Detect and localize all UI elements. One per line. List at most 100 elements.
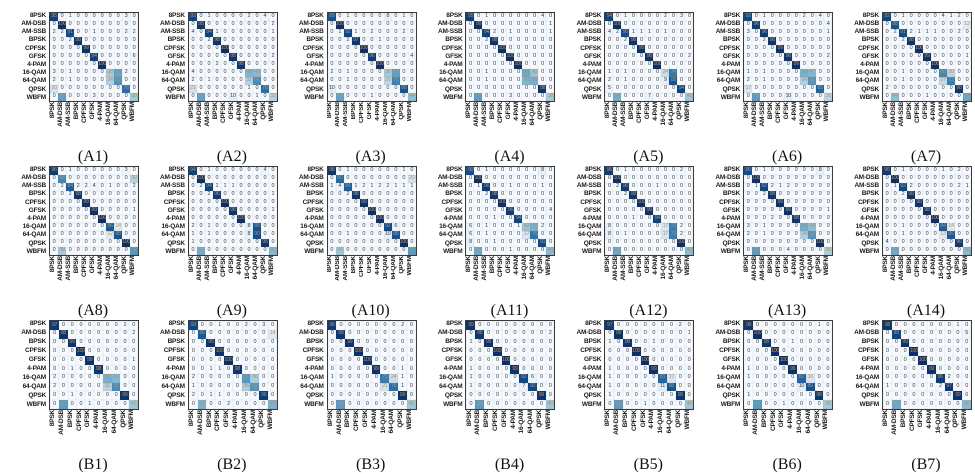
matrix-cell: 0 — [375, 175, 384, 183]
confusion-matrix-b4: 8PSK AM-DSB BPSK CPFSK GFSK 4-PAM 16-QAM 64-QAM… — [419, 320, 556, 474]
matrix-cell: 60 — [752, 93, 761, 101]
matrix-cell: 0 — [752, 37, 761, 45]
matrix-cell: 0 — [514, 77, 523, 85]
matrix-cell: 0 — [677, 175, 686, 183]
x-axis-labels: 8PSK AM-DSB BPSK CPFSK GFSK 4-PAM 16-QAM 64-QAM… — [604, 410, 692, 456]
matrix-cell: 0 — [232, 400, 242, 409]
matrix-cell: 0 — [914, 231, 923, 239]
x-tick-label: WBFM — [684, 102, 692, 122]
matrix-cell: 0 — [354, 321, 363, 330]
matrix-cell: 0 — [954, 21, 963, 29]
matrix-cell: 0 — [111, 321, 121, 330]
matrix-cell: 0 — [946, 167, 955, 175]
matrix-cell: 0 — [546, 215, 555, 223]
matrix-cell: 0 — [327, 365, 337, 374]
y-tick-label: CPFSK — [302, 347, 324, 355]
matrix-cell: 0 — [640, 338, 650, 348]
matrix-cell: 0 — [631, 400, 641, 409]
matrix-cell: 0 — [629, 69, 638, 77]
matrix-cell: 0 — [268, 45, 277, 53]
matrix-cell: 0 — [58, 356, 68, 365]
matrix-cell: 99 — [206, 338, 216, 348]
matrix-cell: 98 — [629, 191, 638, 199]
x-tick-label: AM-DSB — [195, 102, 203, 127]
matrix-cell: 0 — [114, 29, 122, 37]
matrix-cell: 0 — [685, 21, 694, 29]
matrix-cell: 1 — [914, 29, 923, 37]
matrix-cell: 13 — [938, 231, 947, 239]
y-tick-label: CPFSK — [857, 198, 879, 206]
matrix-cell: 60 — [336, 400, 346, 409]
y-tick-label: 8PSK — [723, 165, 741, 173]
matrix-cell: 0 — [944, 347, 954, 357]
matrix-cell: 0 — [250, 321, 260, 330]
matrix-cell: 0 — [501, 347, 511, 357]
matrix-cell: 3 — [677, 13, 686, 21]
y-tick-label: AM-SSB — [576, 28, 602, 36]
x-tick-label: AM-DSB — [612, 102, 620, 127]
matrix-cell: 0 — [792, 247, 801, 255]
matrix-cell: 0 — [66, 247, 74, 255]
x-tick-label: 4-PAM — [513, 102, 521, 121]
matrix-cell: 1 — [482, 13, 491, 21]
y-tick-label: 8PSK — [29, 165, 46, 173]
matrix-cell: 0 — [546, 175, 555, 183]
matrix-cell: 0 — [111, 400, 121, 409]
matrix-cell: 0 — [514, 183, 523, 191]
matrix-plot: 8PSK AM-DSB AM-SSB BPSK CPFSK GFSK 4-PAM 16-QAM… — [558, 12, 695, 102]
matrix-cell: 0 — [345, 382, 355, 392]
matrix-cell: 0 — [466, 85, 475, 93]
matrix-cell: 0 — [362, 373, 372, 383]
matrix-cell: 0 — [776, 53, 785, 61]
matrix-cell: 0 — [744, 338, 753, 348]
matrix-cell: 0 — [236, 247, 245, 255]
matrix-cell: 91 — [66, 29, 74, 37]
matrix-cell: 1 — [351, 183, 360, 191]
matrix-cell: 0 — [129, 391, 138, 401]
matrix-cell: 0 — [482, 53, 491, 61]
matrix-cell: 0 — [367, 231, 376, 239]
matrix-cell: 0 — [605, 356, 615, 365]
matrix-cell: 2 — [675, 321, 685, 330]
matrix-cell: 1 — [760, 167, 769, 175]
matrix-cell: 0 — [371, 382, 381, 392]
matrix-cell: 2 — [50, 373, 59, 383]
matrix-cell: 0 — [391, 191, 400, 199]
matrix-cell: 94 — [188, 167, 197, 175]
matrix-cell: 0 — [914, 239, 923, 247]
matrix-cell: 0 — [244, 247, 253, 255]
matrix-cell: 0 — [406, 356, 416, 365]
matrix-cell: 0 — [814, 400, 824, 409]
matrix-cell: 1 — [605, 382, 615, 392]
matrix-cell: 61 — [241, 373, 251, 383]
matrix-cell: 0 — [528, 391, 537, 401]
matrix-cell: 0 — [640, 391, 650, 401]
matrix-cell: 0 — [252, 215, 261, 223]
matrix-cell: 0 — [359, 61, 368, 69]
matrix-cell: 0 — [677, 69, 686, 77]
matrix-cell: 0 — [653, 93, 662, 101]
matrix-cell: 8 — [605, 223, 614, 231]
matrix-cell: 0 — [900, 347, 910, 357]
matrix-cell: 0 — [510, 373, 520, 383]
matrix-cell: 0 — [66, 239, 74, 247]
matrix-cell: 0 — [114, 167, 122, 175]
matrix-cell: 0 — [197, 347, 207, 357]
matrix-cell: 0 — [58, 53, 66, 61]
matrix-cell: 4 — [407, 53, 416, 61]
matrix-cell: 0 — [538, 77, 547, 85]
matrix-cell: 0 — [327, 29, 336, 37]
matrix-cell: 0 — [359, 37, 368, 45]
y-tick-label: AM-DSB — [715, 329, 741, 337]
matrix-cell: 0 — [677, 183, 686, 191]
matrix-cell: 0 — [336, 356, 346, 365]
matrix-cell: 0 — [327, 231, 336, 239]
matrix-cell: 1 — [962, 183, 971, 191]
matrix-cell: 0 — [327, 215, 336, 223]
matrix-cell: 0 — [212, 199, 221, 207]
matrix-cell: 0 — [82, 85, 90, 93]
matrix-cell: 0 — [130, 239, 138, 247]
x-tick-label: 4-PAM — [926, 410, 934, 429]
matrix-cell: 0 — [666, 365, 676, 374]
matrix-cell: 0 — [752, 382, 762, 392]
